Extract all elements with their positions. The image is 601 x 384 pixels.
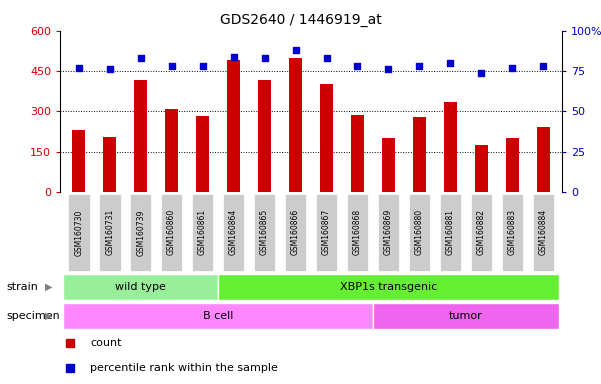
Text: specimen: specimen (6, 311, 59, 321)
Bar (130, 194, 151, 271)
Bar (320, 84, 333, 192)
Bar (471, 194, 492, 271)
Text: GSM160866: GSM160866 (291, 209, 300, 255)
Text: GSM160868: GSM160868 (353, 209, 362, 255)
Bar (532, 194, 554, 271)
Bar (227, 60, 240, 192)
Text: GSM160861: GSM160861 (198, 209, 207, 255)
Bar (68, 194, 90, 271)
Text: GSM160865: GSM160865 (260, 209, 269, 255)
Point (538, 63, 548, 69)
Text: ▶: ▶ (45, 282, 52, 292)
Bar (475, 145, 487, 192)
Bar (347, 194, 368, 271)
Bar (99, 194, 121, 271)
Bar (197, 116, 209, 192)
Text: GSM160883: GSM160883 (508, 209, 517, 255)
Bar (413, 117, 426, 192)
Text: GSM160880: GSM160880 (415, 209, 424, 255)
Text: GSM160864: GSM160864 (229, 209, 238, 255)
Text: GSM160860: GSM160860 (167, 209, 176, 255)
Text: GDS2640 / 1446919_at: GDS2640 / 1446919_at (219, 13, 382, 27)
Bar (285, 194, 307, 271)
Bar (506, 138, 519, 192)
Text: percentile rank within the sample: percentile rank within the sample (90, 362, 278, 373)
Bar (258, 81, 270, 192)
Point (322, 55, 331, 61)
Point (105, 66, 114, 73)
Text: strain: strain (6, 282, 38, 292)
Point (415, 63, 424, 69)
Bar (537, 127, 549, 192)
Text: GSM160882: GSM160882 (477, 209, 486, 255)
Point (445, 60, 455, 66)
Point (167, 63, 177, 69)
Text: GSM160731: GSM160731 (105, 209, 114, 255)
Bar (223, 194, 245, 271)
Text: B cell: B cell (203, 311, 233, 321)
Text: count: count (90, 338, 122, 348)
Bar (192, 194, 213, 271)
Bar (63, 303, 373, 329)
Text: GSM160869: GSM160869 (384, 209, 393, 255)
Bar (439, 194, 461, 271)
Text: wild type: wild type (115, 282, 166, 292)
Bar (73, 130, 85, 192)
Point (136, 55, 145, 61)
Bar (316, 194, 337, 271)
Text: GSM160881: GSM160881 (446, 209, 455, 255)
Point (508, 65, 517, 71)
Point (291, 47, 300, 53)
Text: GSM160739: GSM160739 (136, 209, 145, 255)
Bar (409, 194, 430, 271)
Bar (135, 81, 147, 192)
Point (477, 70, 486, 76)
Text: GSM160884: GSM160884 (539, 209, 548, 255)
Point (383, 66, 393, 73)
Bar (444, 102, 457, 192)
Text: ▶: ▶ (45, 311, 52, 321)
Point (260, 55, 269, 61)
Bar (161, 194, 183, 271)
Text: GSM160867: GSM160867 (322, 209, 331, 255)
Text: GSM160730: GSM160730 (74, 209, 83, 255)
Bar (165, 109, 178, 192)
Bar (377, 194, 399, 271)
Bar (501, 194, 523, 271)
Bar (254, 194, 275, 271)
Text: XBP1s transgenic: XBP1s transgenic (340, 282, 437, 292)
Point (198, 63, 207, 69)
Bar (373, 303, 559, 329)
Bar (289, 58, 302, 192)
Bar (218, 274, 559, 300)
Point (74, 65, 84, 71)
Point (229, 53, 239, 60)
Bar (382, 138, 395, 192)
Bar (352, 115, 364, 192)
Text: tumor: tumor (449, 311, 483, 321)
Bar (103, 137, 116, 192)
Bar (63, 274, 218, 300)
Point (353, 63, 362, 69)
